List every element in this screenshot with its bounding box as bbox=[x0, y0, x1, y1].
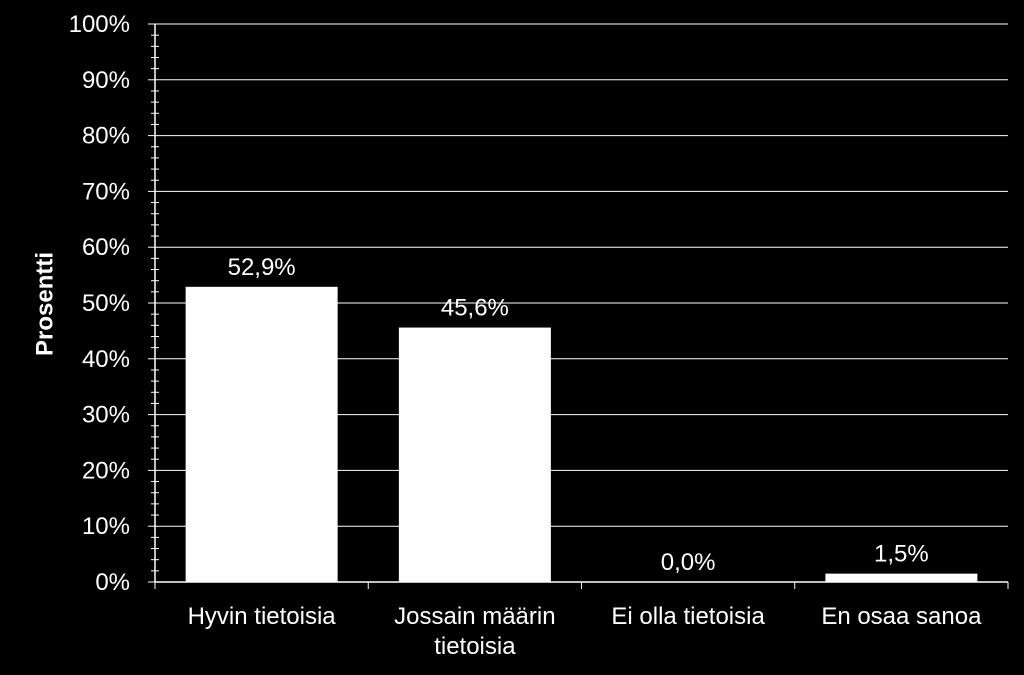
data-label: 52,9% bbox=[228, 254, 296, 281]
x-tick-label: Hyvin tietoisia bbox=[188, 603, 337, 630]
x-tick-label: En osaa sanoa bbox=[821, 603, 982, 630]
bars bbox=[185, 286, 978, 582]
y-tick-label: 0% bbox=[95, 569, 130, 596]
data-label: 0,0% bbox=[661, 549, 716, 576]
y-axis-title: Prosentti bbox=[31, 252, 58, 356]
data-label: 45,6% bbox=[441, 295, 509, 322]
y-tick-label: 50% bbox=[82, 290, 130, 317]
x-tick-labels: Hyvin tietoisia Jossain määrin tietoisia Ei… bbox=[188, 603, 982, 660]
y-tick-label: 100% bbox=[69, 11, 130, 38]
y-tick-label: 20% bbox=[82, 457, 130, 484]
y-tick-label: 30% bbox=[82, 402, 130, 429]
x-tick-label: Ei olla tietoisia bbox=[611, 603, 765, 630]
axes bbox=[148, 23, 1009, 589]
bar bbox=[398, 327, 551, 582]
y-tick-labels: 0% 10% 20% 30% 40% 50% 60% 70% 80% 90% 100% bbox=[69, 11, 130, 596]
y-tick-label: 60% bbox=[82, 234, 130, 261]
data-labels: 52,9% 45,6% 0,0% 1,5% bbox=[228, 254, 929, 576]
x-tick-label: Jossain määrin tietoisia bbox=[394, 603, 555, 660]
y-tick-label: 10% bbox=[82, 513, 130, 540]
y-tick-label: 40% bbox=[82, 346, 130, 373]
y-tick-label: 80% bbox=[82, 123, 130, 150]
bar bbox=[185, 286, 338, 582]
data-label: 1,5% bbox=[874, 541, 929, 568]
y-tick-label: 90% bbox=[82, 67, 130, 94]
y-tick-label: 70% bbox=[82, 178, 130, 205]
bar bbox=[825, 573, 978, 582]
